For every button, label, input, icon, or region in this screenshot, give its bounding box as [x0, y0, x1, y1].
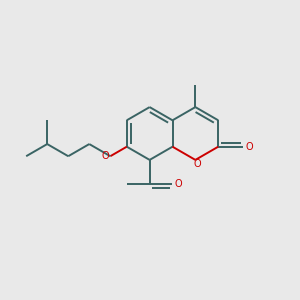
Text: O: O	[193, 159, 201, 170]
Text: O: O	[175, 179, 182, 189]
Text: O: O	[101, 151, 109, 160]
Text: O: O	[246, 142, 253, 152]
